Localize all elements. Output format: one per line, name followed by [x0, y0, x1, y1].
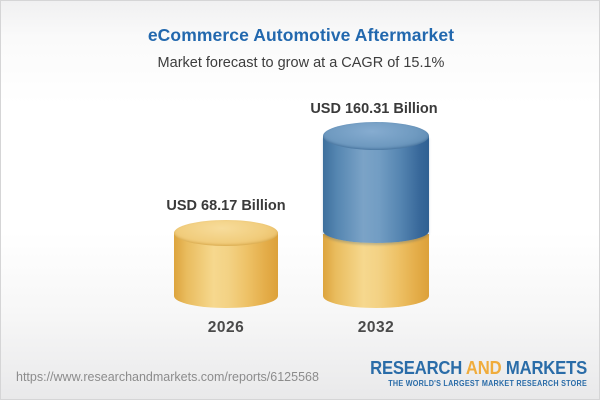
bar-2032-cylinder	[323, 122, 486, 320]
logo-wordmark: RESEARCH AND MARKETS	[370, 356, 587, 378]
logo-word-research: RESEARCH	[370, 356, 463, 378]
logo-word-markets: MARKETS	[505, 356, 587, 378]
value-label-2026: USD 68.17 Billion	[166, 198, 286, 214]
logo-tagline: THE WORLD'S LARGEST MARKET RESEARCH STOR…	[388, 379, 587, 389]
chart-subtitle: Market forecast to grow at a CAGR of 15.…	[157, 55, 445, 71]
chart-header: eCommerce Automotive Aftermarket Market …	[1, 25, 599, 71]
bar-2032-top-ellipse	[323, 122, 429, 150]
bar-2032-base-segment	[323, 234, 429, 308]
research-and-markets-logo: RESEARCH AND MARKETS THE WORLD'S LARGEST…	[370, 356, 587, 389]
category-label-2026: 2026	[207, 319, 245, 336]
bar-2026-cylinder	[174, 220, 334, 320]
bar-2032-growth-segment	[323, 136, 429, 243]
bar-2026-top-ellipse	[174, 220, 278, 246]
value-label-2032: USD 160.31 Billion	[310, 101, 438, 117]
report-url: https://www.researchandmarkets.com/repor…	[16, 370, 319, 384]
footer-bar: https://www.researchandmarkets.com/repor…	[1, 347, 599, 399]
category-label-2032: 2032	[357, 319, 395, 336]
chart-title: eCommerce Automotive Aftermarket	[147, 25, 455, 45]
logo-word-and: AND	[465, 356, 502, 378]
